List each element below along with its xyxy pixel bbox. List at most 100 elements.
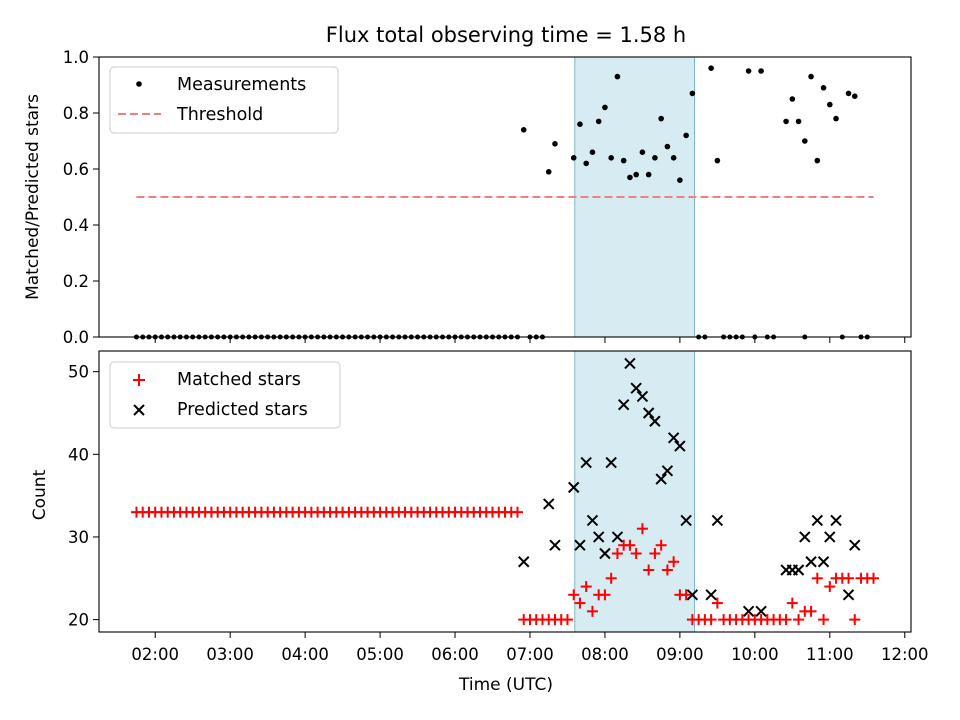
- matched-star-point: [805, 605, 817, 617]
- matched-star-point: [586, 605, 598, 617]
- matched-star-point: [668, 556, 680, 568]
- bottom-axes-frame: [98, 350, 912, 633]
- bottom-ytick-label: 40: [68, 445, 89, 464]
- bottom-ytick-label: 50: [68, 363, 89, 382]
- predicted-star-point: [568, 481, 580, 494]
- matched-star-point: [568, 589, 580, 601]
- bottom-ytick-label: 20: [68, 611, 89, 630]
- bottom-xtick-label: 02:00: [131, 645, 179, 664]
- legend-measurements-marker: [136, 81, 142, 87]
- top-legend-box: [109, 66, 339, 134]
- predicted-star-point: [824, 531, 836, 543]
- top-ytick-label: 1.0: [63, 48, 89, 67]
- measurement-point: [652, 155, 658, 161]
- predicted-star-point: [661, 465, 674, 477]
- bottom-xtick-label: 05:00: [356, 645, 404, 664]
- measurement-point: [827, 101, 833, 108]
- measurement-point: [595, 118, 602, 125]
- matched-star-point: [811, 572, 823, 584]
- measurement-point: [520, 127, 527, 133]
- predicted-star-point: [543, 498, 555, 510]
- predicted-star-point: [574, 539, 586, 551]
- predicted-star-point: [742, 605, 755, 618]
- matched-star-point: [580, 581, 592, 593]
- matched-star-point: [624, 539, 636, 551]
- bottom-xtick-label: 06:00: [431, 645, 479, 664]
- predicted-star-point: [549, 539, 561, 551]
- measurement-point: [589, 149, 596, 155]
- legend-predicted-label: Predicted stars: [177, 400, 308, 420]
- matched-star-point: [868, 572, 880, 584]
- top-axes-frame: [98, 56, 912, 338]
- matched-star-point: [636, 523, 648, 535]
- measurement-point: [808, 73, 814, 80]
- top-legend: Measurements Threshold: [109, 66, 339, 134]
- predicted-star-point: [624, 357, 636, 370]
- predicted-star-point: [518, 556, 530, 568]
- chart-title: Flux total observing time = 1.58 h: [326, 23, 686, 47]
- predicted-star-point: [636, 390, 649, 403]
- predicted-star-point: [711, 514, 724, 527]
- predicted-star-point: [642, 407, 655, 419]
- matched-star-point: [843, 572, 855, 584]
- bottom-xtick-label: 03:00: [206, 645, 254, 664]
- top-panel: 0.0 0.2 0.4 0.6 0.8 1.0 Matched/Predicted sta…: [23, 48, 912, 347]
- measurement-point: [708, 65, 714, 71]
- predicted-star-point: [630, 382, 642, 394]
- measurement-point: [783, 118, 789, 125]
- matched-star-point: [793, 614, 805, 626]
- measurement-point: [602, 104, 608, 111]
- bottom-xlabel: Time (UTC): [458, 675, 553, 695]
- bottom-xtick-label: 11:00: [806, 645, 854, 664]
- predicted-star-point: [649, 415, 661, 427]
- bottom-legend-box: [109, 361, 341, 429]
- predicted-star-point: [580, 456, 592, 469]
- matched-star-point: [574, 597, 586, 609]
- bottom-legend: Matched stars Predicted stars: [109, 361, 341, 429]
- legend-matched-marker: [133, 374, 145, 386]
- matched-star-point: [630, 547, 642, 559]
- predicted-star-point: [605, 456, 617, 469]
- predicted-star-point: [586, 514, 599, 527]
- predicted-star-point: [667, 432, 680, 444]
- predicted-star-point: [811, 514, 824, 527]
- bottom-xtick-label: 08:00: [581, 645, 629, 664]
- bottom-panel: 20 30 40 50 02:00 03:00 04:00 05:00 06:00 07:00 0…: [30, 350, 929, 695]
- matched-star-point: [649, 547, 661, 559]
- predicted-star-point: [755, 605, 767, 618]
- predicted-star-point: [611, 531, 624, 543]
- bottom-ylabel: Count: [30, 469, 50, 520]
- top-ytick-label: 0.6: [63, 160, 89, 179]
- predicted-star-point: [830, 514, 842, 527]
- predicted-star-point: [842, 589, 855, 601]
- measurement-point: [845, 90, 852, 97]
- matched-star-point: [824, 581, 836, 593]
- matched-star-point: [511, 506, 523, 518]
- matched-star-point: [605, 572, 617, 584]
- measurement-point: [677, 177, 683, 183]
- measurement-point: [645, 171, 652, 178]
- measurement-point: [689, 90, 696, 97]
- bottom-xtick-label: 10:00: [731, 645, 779, 664]
- predicted-star-point: [599, 547, 611, 560]
- measurement-point: [795, 118, 802, 125]
- top-ytick-label: 0.0: [63, 328, 89, 347]
- legend-measurements-label: Measurements: [177, 75, 306, 95]
- predicted-star-point: [849, 539, 861, 551]
- predicted-star-point: [817, 556, 830, 568]
- matched-star-point: [680, 589, 692, 601]
- matched-star-point: [611, 547, 623, 559]
- predicted-star-point: [805, 556, 817, 568]
- measurement-point: [620, 157, 627, 164]
- measurement-point: [683, 132, 689, 139]
- measurement-point: [570, 155, 577, 161]
- legend-predicted-marker: [133, 404, 145, 416]
- matched-star-point: [561, 614, 573, 626]
- predicted-star-point: [592, 531, 605, 543]
- measurement-point: [614, 73, 621, 80]
- measurement-point: [851, 93, 858, 99]
- top-ytick-label: 0.8: [63, 104, 89, 123]
- measurement-point: [714, 157, 721, 164]
- predicted-star-point: [705, 589, 717, 601]
